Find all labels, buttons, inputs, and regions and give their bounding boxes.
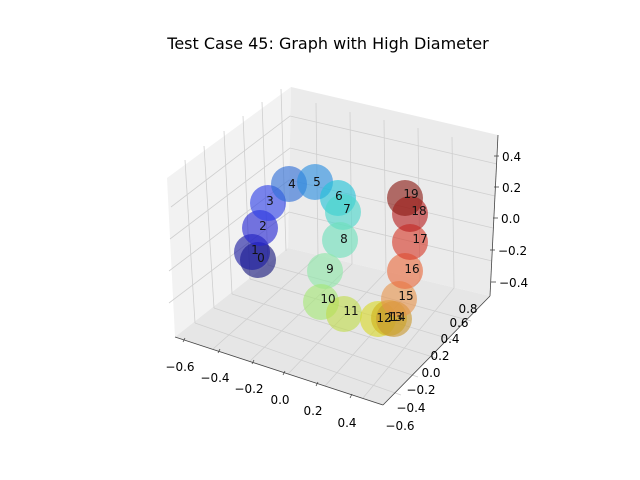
y-axis-ticks: −0.6 −0.4 −0.2 0.0 0.2 0.4 0.60.8 xyxy=(385,302,477,433)
node-19-label: 19 xyxy=(403,187,418,201)
y-tick-label: 0.8 xyxy=(458,302,477,316)
node-16-label: 16 xyxy=(404,262,419,276)
node-19-marker xyxy=(387,180,423,216)
node-1-label: 1 xyxy=(251,243,259,257)
node-14-label: 14 xyxy=(390,310,405,324)
node-7-marker xyxy=(325,194,361,230)
node-17-marker xyxy=(392,224,428,260)
node-17-label: 17 xyxy=(412,232,427,246)
node-11-marker xyxy=(326,296,362,332)
x-tick-label: −0.6 xyxy=(165,360,194,374)
x-tick-mark xyxy=(349,393,353,399)
x-gridline xyxy=(249,111,353,362)
axis-lines xyxy=(174,134,499,406)
y-tick-label: 0.6 xyxy=(449,316,468,330)
x-tick-mark xyxy=(315,381,319,387)
y-tick-label: 0.4 xyxy=(440,332,459,346)
node-5-label: 5 xyxy=(313,175,321,189)
node-9-label: 9 xyxy=(326,262,334,276)
node-2-label: 2 xyxy=(259,219,267,233)
left-pane xyxy=(167,87,291,337)
y-tick-label: 0.0 xyxy=(421,366,440,380)
x-tick-mark xyxy=(251,359,255,365)
y-gridline xyxy=(184,159,196,324)
z-axis-ticks: −0.4 −0.2 0.0 0.2 0.4 xyxy=(490,150,528,290)
y-axis-line xyxy=(382,295,491,406)
y-gridline xyxy=(203,145,215,309)
x-tick-label: −0.2 xyxy=(234,382,263,396)
node-3-label: 3 xyxy=(266,194,274,208)
y-tick-label: −0.2 xyxy=(406,383,435,397)
node-13-label: 13 xyxy=(387,310,402,324)
y-floor-gridline xyxy=(213,307,419,378)
chart-title: Test Case 45: Graph with High Diameter xyxy=(166,34,489,53)
z-gridline xyxy=(169,147,496,240)
node-15-marker xyxy=(381,281,417,317)
y-floor-gridline xyxy=(194,322,402,396)
node-10-label: 10 xyxy=(320,292,335,306)
x-tick-mark xyxy=(182,337,186,343)
node-18-label: 18 xyxy=(411,204,426,218)
y-tick-label: −0.4 xyxy=(396,401,425,415)
z-tick-label: 0.4 xyxy=(502,150,521,164)
x-tick-mark xyxy=(282,370,286,376)
node-9-marker xyxy=(307,253,343,289)
node-15-label: 15 xyxy=(398,289,413,303)
node-16-marker xyxy=(387,253,423,289)
x-axis-line xyxy=(174,336,384,406)
z-tick-label: 0.2 xyxy=(502,181,521,195)
x-tick-label: 0.4 xyxy=(337,416,356,430)
node-8-label: 8 xyxy=(340,232,348,246)
y-gridline xyxy=(223,130,233,295)
x-gridline xyxy=(287,119,387,375)
y-floor-gridline xyxy=(267,264,472,322)
node-4-marker xyxy=(271,166,307,202)
z-gridline xyxy=(170,115,498,208)
node-0-label: 0 xyxy=(257,251,265,265)
node-12-label: 12 xyxy=(376,311,391,325)
z-tick-label: −0.4 xyxy=(499,276,528,290)
z-tick-label: −0.2 xyxy=(498,244,527,258)
x-tick-label: −0.4 xyxy=(200,371,229,385)
x-tick-label: 0.0 xyxy=(270,393,289,407)
x-tick-mark xyxy=(217,348,221,354)
y-tick-label: 0.2 xyxy=(430,349,449,363)
node-11-label: 11 xyxy=(343,304,358,318)
y-tick-label: −0.6 xyxy=(385,419,414,433)
x-gridline xyxy=(362,136,455,399)
z-tick-label: 0.0 xyxy=(501,212,520,226)
node-8-marker xyxy=(322,222,358,258)
x-tick-label: 0.2 xyxy=(303,404,322,418)
node-4-label: 4 xyxy=(288,177,296,191)
node-7-label: 7 xyxy=(343,202,351,216)
x-axis-ticks: −0.6 −0.4 −0.2 0.0 0.2 0.4 xyxy=(165,337,357,430)
node-6-label: 6 xyxy=(335,189,343,203)
z-axis-line xyxy=(489,134,499,297)
